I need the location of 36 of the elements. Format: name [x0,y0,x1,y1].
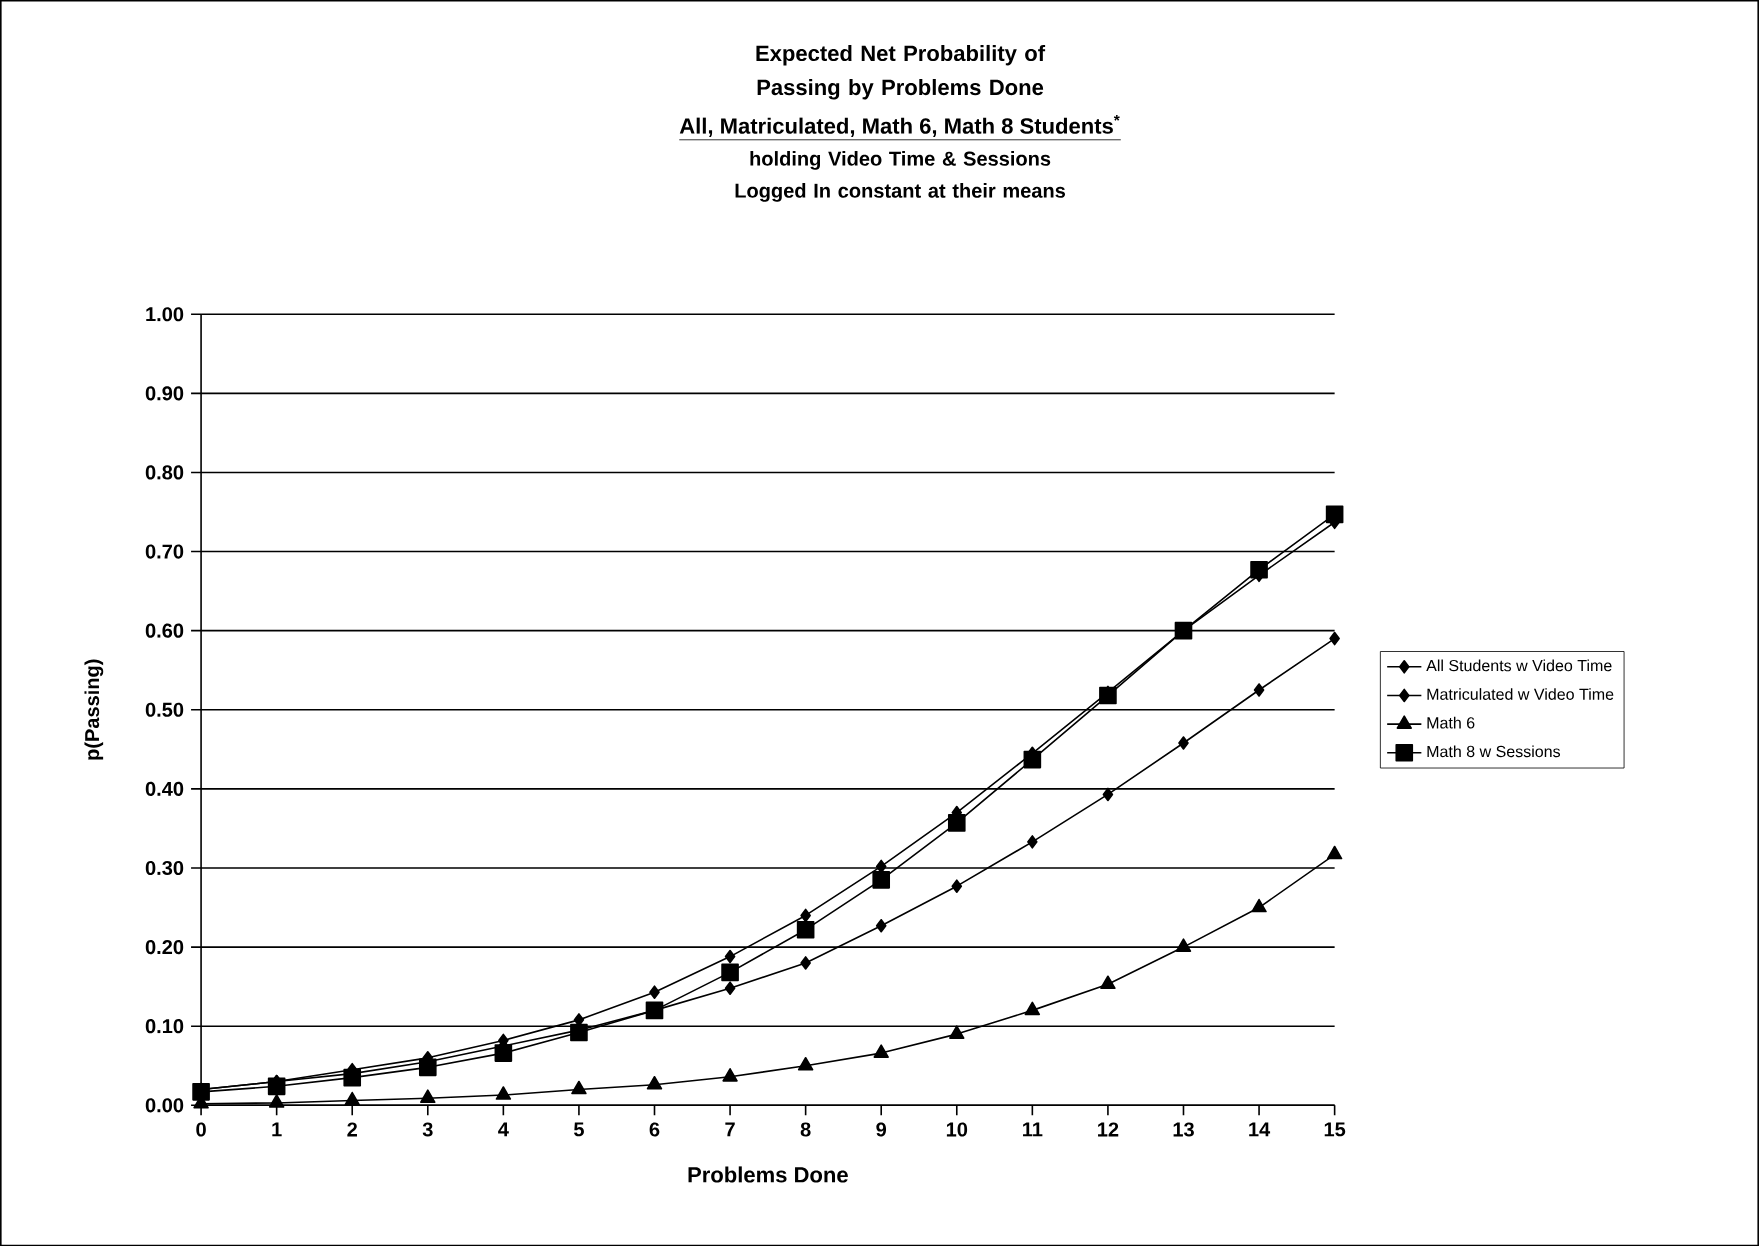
legend-label: Matriculated w Video Time [1427,687,1614,700]
legend-label: Math 6 [1427,716,1475,729]
y-tick-label: 0.10 [145,1018,184,1034]
x-tick-label: 14 [1249,1122,1271,1137]
x-tick-label: 13 [1173,1122,1194,1137]
y-tick-label: 0.50 [145,702,184,717]
text: holding Video Time & Sessions Logged In constant at their means [735,150,1066,202]
y-tick-label: 0.60 [145,623,184,638]
x-tick-label: 4 [498,1122,509,1137]
x-tick-label: 9 [876,1122,887,1137]
y-axis-title: p(Passing) [84,659,104,760]
y-tick-label: 1.00 [146,307,184,322]
x-tick-label: 1 [272,1122,282,1137]
y-tick-label: 0.90 [145,386,184,401]
legend-label: All Students w Video Time [1426,659,1612,672]
x-tick-label: 8 [800,1122,811,1137]
y-tick-label: 0.70 [145,544,184,559]
y-tick-label: 0.00 [145,1098,184,1113]
x-tick-label: 15 [1324,1122,1346,1137]
x-tick-label: 0 [196,1122,206,1137]
y-tick-label: 0.80 [145,465,184,480]
chart-title: Expected Net Probability of Passing by Problems Done [756,44,1046,100]
legend-label: Math 8 w Sessions [1427,745,1561,758]
x-tick-label: 7 [725,1122,735,1137]
x-tick-label: 10 [946,1122,968,1137]
chart-subtitle: All, Matriculated, Math 6, Math 8 Students$^{*}$ [679,114,1120,137]
y-tick-label: 0.40 [145,781,184,796]
y-tick-label: 0.30 [145,860,184,875]
y-tick-label: 0.20 [145,939,184,955]
x-tick-label: 6 [649,1122,660,1137]
x-axis-title: Problems Done [688,1166,848,1183]
x-tick-label: 12 [1098,1122,1119,1137]
x-tick-label: 2 [347,1122,357,1137]
x-tick-label: 11 [1023,1122,1043,1137]
x-tick-label: 3 [422,1122,433,1137]
x-tick-label: 5 [573,1122,584,1137]
